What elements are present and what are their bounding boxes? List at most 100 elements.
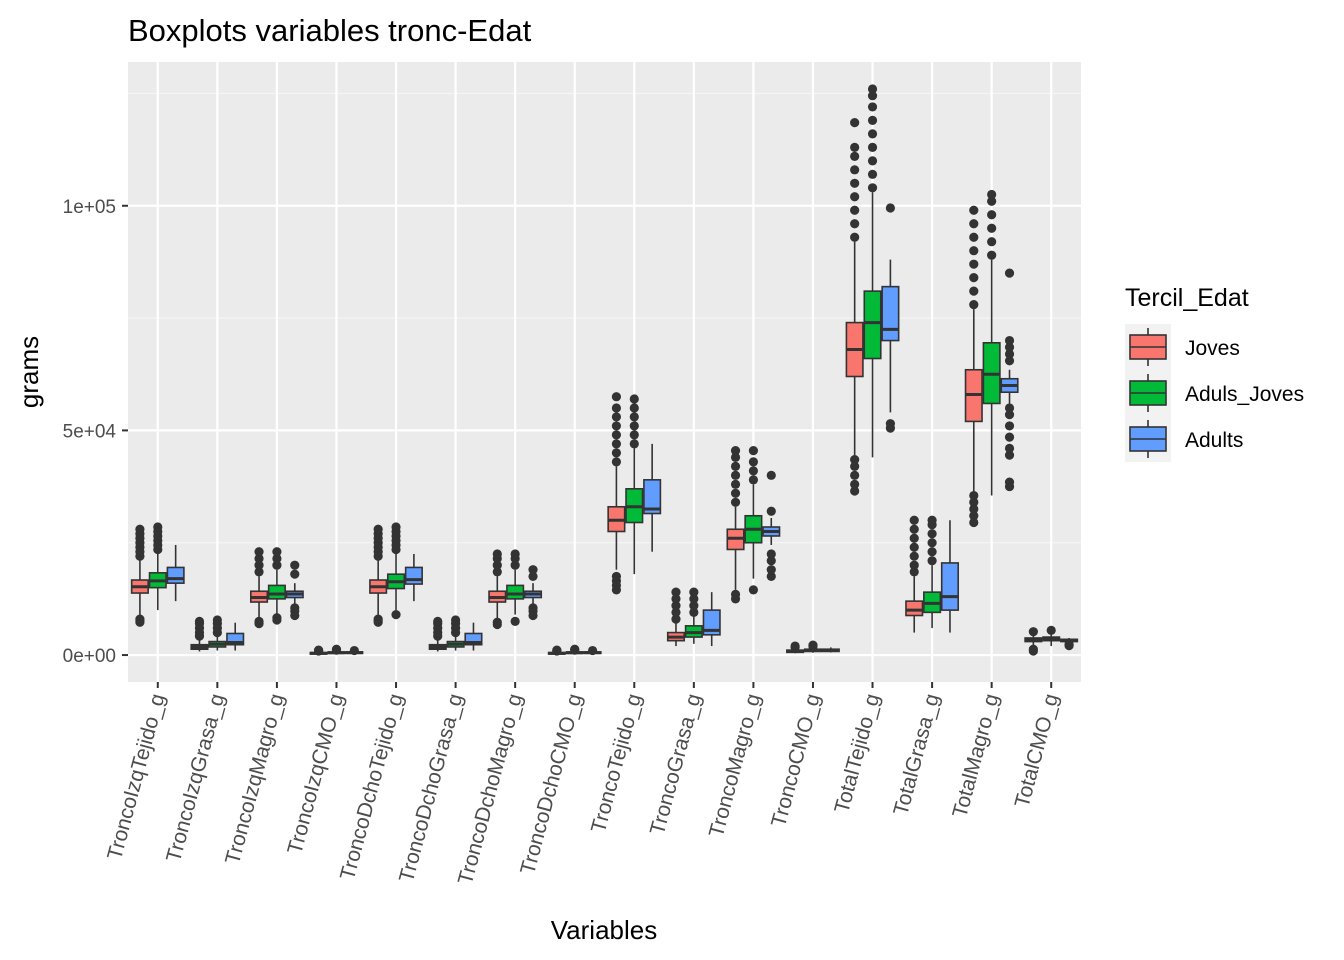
outlier-point	[254, 560, 264, 570]
box-Joves-TroncoIzqCMO_g	[309, 645, 328, 656]
outlier-point	[909, 542, 919, 552]
outlier-point	[254, 553, 264, 564]
outlier-point	[766, 549, 776, 559]
outlier-point	[808, 640, 818, 650]
outlier-point	[969, 517, 979, 528]
outlier-point	[766, 470, 776, 480]
box-Joves-TroncoDchoTejido_g	[369, 524, 388, 627]
outlier-point	[1004, 342, 1015, 352]
outlier-point	[552, 645, 562, 655]
box-Adults-TroncoIzqCMO_g	[345, 645, 364, 656]
outlier-point	[1046, 625, 1056, 635]
outlier-point	[689, 607, 699, 617]
boxplot-marks	[130, 84, 1079, 656]
box-iqr	[506, 584, 525, 600]
box-iqr	[702, 609, 721, 636]
outlier-point	[850, 178, 860, 188]
outlier-point	[850, 192, 860, 202]
box-Aduls_Joves-TroncoMagro_g	[744, 446, 763, 595]
outlier-point	[611, 430, 622, 440]
outlier-point	[850, 461, 860, 471]
outlier-point	[671, 607, 681, 617]
box-iqr	[863, 290, 882, 360]
outlier-point	[391, 610, 401, 620]
outlier-point	[528, 565, 538, 575]
legend: Tercil_Edat Joves Aduls_Joves Adults	[1125, 284, 1304, 462]
outlier-point	[927, 538, 937, 548]
outlier-point	[492, 567, 502, 577]
outlier-point	[135, 614, 145, 624]
outlier-point	[1004, 450, 1015, 460]
outlier-point	[510, 616, 520, 626]
outlier-point	[850, 205, 860, 215]
outlier-point	[373, 524, 383, 534]
legend-key-Adults	[1125, 416, 1171, 462]
y-tick-label: 1e+05	[63, 197, 116, 218]
outlier-point	[909, 551, 919, 561]
box-Adults-TroncoDchoGrasa_g	[464, 622, 483, 651]
outlier-point	[272, 613, 282, 623]
outlier-point	[850, 479, 860, 489]
legend-key-Aduls_Joves	[1125, 370, 1171, 416]
y-tick-label: 5e+04	[63, 421, 117, 442]
outlier-point	[433, 616, 443, 626]
outlier-point	[748, 446, 759, 456]
outlier-point	[492, 549, 502, 559]
outlier-point	[850, 142, 860, 152]
box-Adults-TroncoDchoTejido_g	[404, 553, 423, 602]
outlier-point	[510, 560, 520, 570]
outlier-point	[528, 603, 538, 613]
box-Adults-TroncoIzqTejido_g	[166, 544, 185, 602]
x-axis-title: Variables	[551, 915, 657, 945]
outlier-point	[790, 641, 800, 651]
box-Aduls_Joves-TroncoIzqTejido_g	[148, 522, 167, 611]
legend-label: Aduls_Joves	[1185, 383, 1304, 406]
outlier-point	[766, 506, 776, 516]
outlier-point	[850, 151, 860, 161]
box-Joves-TroncoDchoCMO_g	[547, 645, 566, 656]
outlier-point	[528, 571, 538, 582]
outlier-point	[885, 419, 896, 429]
outlier-point	[850, 118, 860, 128]
outlier-point	[867, 142, 878, 152]
outlier-point	[671, 601, 681, 611]
outlier-point	[987, 223, 997, 233]
box-Aduls_Joves-TotalGrasa_g	[923, 515, 942, 629]
outlier-point	[850, 486, 860, 496]
outlier-point	[927, 515, 937, 525]
outlier-point	[748, 475, 759, 485]
legend-label: Adults	[1185, 429, 1243, 452]
outlier-point	[969, 219, 979, 229]
legend-title: Tercil_Edat	[1125, 284, 1249, 312]
outlier-point	[272, 560, 282, 570]
box-iqr	[940, 562, 960, 611]
outlier-point	[987, 250, 997, 260]
outlier-point	[314, 645, 324, 655]
box-Joves-TotalCMO_g	[1024, 627, 1043, 656]
outlier-point	[1004, 421, 1015, 431]
outlier-point	[730, 479, 741, 489]
outlier-point	[492, 560, 502, 570]
outlier-point	[730, 446, 741, 456]
box-Aduls_Joves-TroncoDchoCMO_g	[565, 644, 584, 655]
outlier-point	[290, 603, 300, 613]
outlier-point	[867, 115, 878, 126]
outlier-point	[611, 439, 622, 449]
box-iqr	[166, 566, 185, 584]
box-Adults-TroncoDchoCMO_g	[583, 645, 602, 656]
outlier-point	[987, 210, 997, 220]
legend-label: Joves	[1185, 337, 1240, 360]
y-axis: 0e+00 5e+04 1e+05	[63, 197, 128, 667]
outlier-point	[850, 165, 860, 175]
box-Aduls_Joves-TroncoIzqMagro_g	[267, 547, 286, 625]
outlier-point	[969, 205, 979, 215]
outlier-point	[290, 560, 300, 570]
outlier-point	[611, 448, 622, 458]
outlier-point	[272, 547, 282, 557]
box-Joves-TroncoMagro_g	[726, 446, 745, 604]
outlier-point	[909, 524, 919, 534]
box-Aduls_Joves-TroncoDchoTejido_g	[386, 522, 406, 620]
outlier-point	[867, 129, 878, 139]
outlier-point	[689, 601, 699, 611]
outlier-point	[730, 497, 741, 507]
